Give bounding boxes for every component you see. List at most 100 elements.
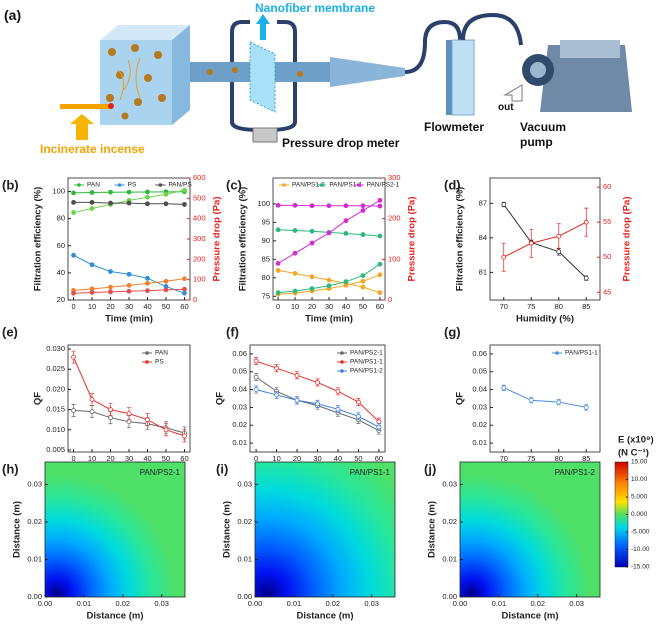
x-tick-label: 40 (143, 302, 151, 311)
colorbar-tick-label: 10.00 (631, 476, 648, 483)
legend-marker (319, 183, 324, 187)
field (460, 462, 600, 597)
y2-axis-title: Pressure drop (Pa) (407, 197, 418, 282)
data-point (360, 232, 366, 237)
x-tick-label: 0 (71, 302, 75, 311)
y-tick-label: 0.01 (232, 438, 247, 447)
data-point (583, 405, 589, 410)
x-tick-label: 60 (180, 302, 188, 311)
x-tick-label: 85 (582, 454, 590, 463)
x-tick-label: 10 (88, 454, 96, 463)
particle (297, 71, 303, 77)
data-point (89, 290, 95, 295)
flowmeter-label: Flowmeter (424, 120, 485, 134)
x-tick-label: 40 (342, 302, 350, 311)
y-tick-label: 80 (57, 214, 65, 223)
data-point (108, 200, 113, 206)
data-point (292, 270, 298, 276)
x-tick-label: 0.00 (453, 599, 468, 608)
particle (207, 69, 213, 75)
data-point (377, 233, 383, 239)
data-point (556, 233, 562, 239)
y-tick-label: 20 (57, 295, 65, 304)
data-point (376, 424, 382, 430)
x-tick-label: 40 (143, 454, 151, 463)
data-point (89, 206, 95, 211)
data-point (309, 240, 315, 246)
x-tick-label: 10 (291, 302, 299, 311)
legend-label: PAN/PS (168, 182, 192, 189)
membrane-arrow (256, 14, 270, 40)
legend-marker (356, 183, 361, 187)
y-tick-label: 0.00 (442, 592, 457, 601)
field-label: PAN/PS1-2 (555, 468, 596, 477)
x-tick-label: 20 (106, 302, 114, 311)
incense-stick (60, 104, 112, 109)
data-point (360, 284, 366, 290)
x-tick-label: 0.03 (154, 599, 169, 608)
data-point (275, 268, 281, 273)
panel-label: (b) (2, 177, 19, 192)
y-tick-label: 0.02 (442, 517, 457, 526)
y-tick-label: 0.02 (472, 420, 487, 429)
data-point (126, 419, 132, 425)
x-tick-label: 0.00 (38, 599, 53, 608)
data-point (108, 407, 113, 413)
y-tick-label: 0.01 (472, 438, 487, 447)
data-point (71, 252, 76, 258)
plot-frame (44, 461, 186, 598)
series-line (503, 221, 587, 258)
x-tick-label: 80 (555, 302, 563, 311)
plot-frame (254, 461, 396, 598)
legend-marker (555, 351, 559, 355)
data-point (253, 374, 259, 380)
x-tick-label: 60 (375, 454, 383, 463)
data-point (343, 203, 349, 209)
pump-port (530, 62, 546, 78)
field-label: PAN/PS2-1 (140, 468, 181, 477)
data-point (292, 228, 298, 233)
membrane (249, 41, 276, 113)
y-tick-label: 0.020 (46, 384, 65, 393)
data-point (126, 282, 132, 288)
data-point (89, 397, 95, 402)
data-point (583, 275, 589, 281)
data-point (356, 413, 361, 419)
data-point (377, 197, 383, 203)
y-axis-title: Distance (m) (222, 501, 233, 558)
x-tick-label: 10 (272, 454, 280, 463)
y-axis-title: Filtration efficiency (%) (238, 187, 249, 292)
data-point (583, 219, 589, 225)
data-point (356, 399, 361, 405)
data-point (294, 397, 300, 403)
data-point (274, 365, 279, 371)
y-tick-label: 0.05 (472, 367, 487, 376)
x-tick-label: 0 (276, 302, 280, 311)
legend-label: PS (128, 182, 137, 189)
data-point (182, 187, 187, 193)
panel-label: (g) (444, 324, 461, 339)
x-tick-label: 75 (527, 454, 535, 463)
y-tick-label: 0.04 (232, 385, 247, 394)
x-tick-label: 0.01 (77, 599, 92, 608)
data-point (326, 283, 332, 289)
x-tick-label: 85 (582, 302, 590, 311)
x-axis-title: Humidity (%) (516, 314, 574, 325)
data-point (89, 262, 95, 268)
y-tick-label: 0.01 (442, 554, 457, 563)
data-point (71, 290, 76, 296)
y-tick-label: 0.02 (232, 420, 247, 429)
data-point (377, 290, 383, 296)
legend-marker (282, 183, 286, 187)
data-point (360, 203, 366, 209)
meter-label: Pressure drop meter (282, 136, 400, 150)
y2-tick-label: 500 (193, 193, 206, 202)
flowmeter-side (446, 40, 452, 115)
plot-frame (459, 461, 601, 598)
outlet-arrow (503, 84, 523, 102)
y-tick-label: 0.03 (472, 402, 487, 411)
colorbar-tick-label: 15.00 (631, 459, 648, 466)
meter-hoses (230, 20, 297, 132)
x-tick-label: 75 (527, 302, 535, 311)
data-point (275, 290, 281, 296)
